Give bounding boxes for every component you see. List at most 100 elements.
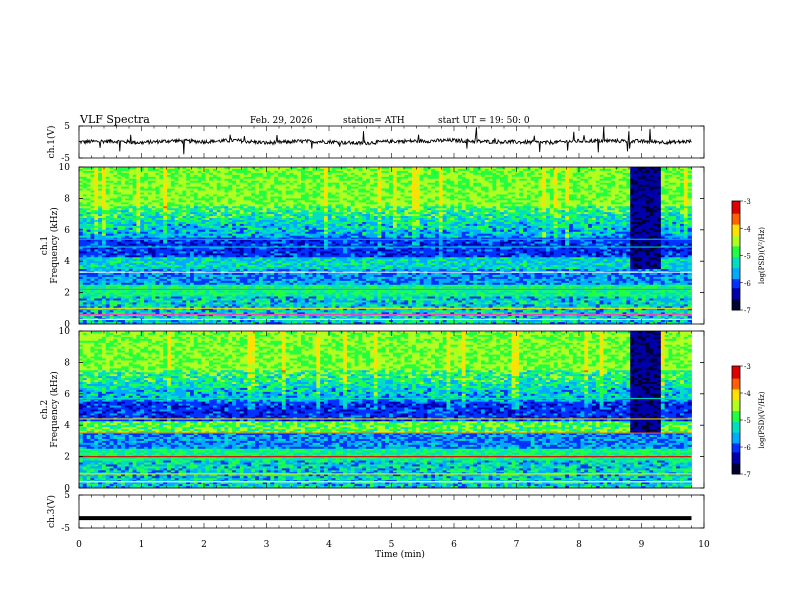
s1-cell	[193, 298, 199, 301]
s1-cell	[94, 243, 99, 246]
s1-cell	[190, 310, 195, 313]
s1-cell	[79, 167, 84, 170]
s1-cell	[220, 243, 225, 246]
s1-cell	[86, 167, 91, 170]
s1-cell	[124, 259, 130, 262]
s1-cell	[182, 263, 187, 266]
s1-cell	[232, 312, 237, 315]
s1-cell	[228, 316, 233, 319]
s1-cell	[113, 263, 118, 266]
s1-cell	[105, 186, 111, 189]
s1-cell	[178, 174, 183, 178]
s1-cell	[113, 202, 118, 205]
s1-cell	[132, 320, 137, 323]
s1-cell	[239, 257, 245, 260]
s1-cell	[94, 231, 99, 235]
s1-cell	[190, 227, 195, 231]
s1-cell	[101, 265, 107, 268]
s1-cell	[232, 284, 237, 288]
s1-cell	[174, 306, 179, 309]
s1-cell	[228, 235, 233, 239]
s1-cell	[170, 314, 176, 317]
s1-cell	[136, 241, 141, 244]
s1-cell	[239, 188, 245, 191]
s1-cell	[101, 241, 107, 244]
s1-cell	[220, 184, 225, 188]
s1-cell	[105, 212, 111, 215]
s1-cell	[232, 186, 237, 189]
s1-cell	[224, 310, 229, 313]
s1-cell	[101, 198, 107, 201]
s1-cell	[155, 204, 160, 207]
s1-cell	[140, 235, 145, 239]
s1-cell	[186, 310, 191, 313]
s1-cell	[82, 231, 88, 235]
s1-cell	[147, 235, 153, 239]
s1-cell	[113, 320, 118, 323]
s1-cell	[128, 302, 133, 305]
s1-cell	[190, 194, 195, 197]
s1-cell	[147, 194, 153, 197]
s1-cell	[178, 210, 183, 213]
s1-cell	[124, 280, 130, 284]
s1-cell	[159, 316, 164, 319]
s1-cell	[190, 247, 195, 250]
s1-cell	[220, 192, 225, 195]
s1-cell	[109, 269, 114, 272]
s1-cell	[220, 182, 225, 186]
s1-cell	[117, 200, 122, 203]
s1-cell	[232, 219, 237, 223]
s1-cell	[209, 225, 214, 229]
s1-cell	[121, 243, 126, 246]
s1-cell	[170, 310, 176, 313]
s1-cell	[144, 182, 149, 186]
s1-cell	[205, 176, 210, 180]
s1-cell	[132, 247, 137, 250]
s1-cell	[235, 304, 241, 307]
s1-cell	[140, 257, 145, 260]
s1-cell	[155, 168, 160, 172]
s1-cell	[228, 170, 233, 174]
s1-cell	[232, 204, 237, 207]
s1-cell	[163, 263, 168, 266]
s1-cell	[136, 280, 141, 284]
s1-cell	[140, 198, 145, 201]
s1-cell	[109, 294, 114, 297]
s1-cell	[197, 257, 202, 260]
s1-cell	[212, 204, 218, 207]
s1-cell	[117, 186, 122, 189]
s1-cell	[224, 168, 229, 172]
s1-cell	[186, 298, 191, 301]
s1-cell	[136, 170, 141, 174]
s1-cell	[147, 178, 153, 182]
s1-cell	[186, 212, 191, 215]
s1-cell	[147, 172, 153, 176]
s1-cell	[101, 168, 107, 172]
s1-cell	[121, 192, 126, 195]
s1-cell	[121, 314, 126, 317]
s1-cell	[232, 269, 237, 272]
s1-cell	[209, 255, 214, 258]
s1-cell	[205, 233, 210, 237]
s1-cell	[209, 247, 214, 250]
s1-cell	[197, 302, 202, 305]
s1-cell	[232, 272, 237, 276]
s1-cell	[101, 247, 107, 250]
s1-cell	[128, 308, 133, 311]
s1-cell	[159, 204, 164, 207]
s1-cell	[167, 221, 172, 225]
s1-cell	[79, 247, 84, 250]
s1-cell	[232, 223, 237, 227]
s1-cell	[239, 167, 245, 170]
s1-cell	[140, 202, 145, 205]
s1-cell	[232, 198, 237, 201]
s1-cell	[124, 255, 130, 258]
s1-cell	[90, 227, 95, 231]
s1-cell	[228, 206, 233, 209]
s1-cell	[201, 312, 206, 315]
s1-cell	[197, 225, 202, 229]
s1-cell	[205, 229, 210, 233]
s1-cell	[128, 229, 133, 233]
s1-cell	[186, 259, 191, 262]
s1-cell	[147, 257, 153, 260]
